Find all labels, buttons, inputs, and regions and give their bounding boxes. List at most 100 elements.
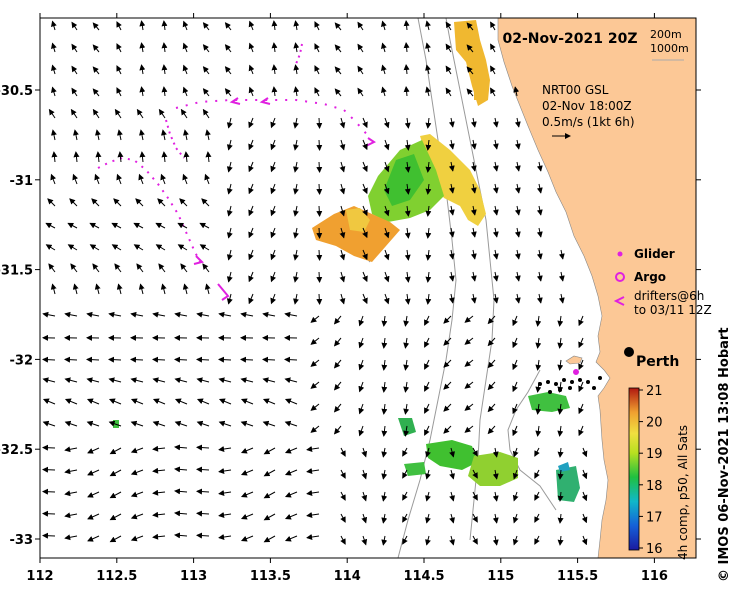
current-arrow: [135, 198, 144, 207]
current-arrow: [226, 293, 233, 305]
current-arrow: [470, 227, 477, 238]
current-arrow: [48, 108, 56, 119]
current-arrow: [425, 86, 431, 97]
current-arrow: [314, 21, 320, 31]
current-arrow: [270, 227, 277, 239]
current-arrow: [310, 337, 320, 345]
current-arrow: [487, 315, 496, 325]
current-arrow: [578, 425, 584, 437]
current-arrow: [42, 398, 56, 405]
current-arrow: [558, 271, 565, 282]
current-arrow: [534, 513, 540, 523]
current-arrow: [513, 86, 520, 97]
current-arrow: [240, 377, 254, 384]
current-arrow: [425, 161, 432, 173]
current-arrow: [514, 271, 521, 282]
current-arrow: [492, 117, 499, 128]
current-arrow: [512, 381, 518, 393]
current-arrow: [535, 359, 542, 371]
current-scale-label: 0.5m/s (1kt 6h): [542, 115, 635, 129]
current-arrow: [262, 311, 276, 318]
current-arrow: [196, 356, 210, 363]
current-arrow: [284, 356, 298, 363]
current-arrow: [514, 293, 521, 304]
contour-1000m-label: 1000m: [650, 42, 689, 55]
current-arrow: [361, 491, 368, 502]
perth-marker: [624, 347, 634, 357]
current-arrow: [42, 377, 56, 384]
current-arrow: [284, 491, 298, 498]
current-arrow: [492, 271, 499, 282]
credit-text: © IMOS 06-Nov-2021 13:08 Hobart: [717, 327, 732, 582]
current-arrow: [512, 491, 519, 502]
current-arrow: [271, 42, 278, 53]
current-arrow: [72, 283, 79, 295]
current-arrow: [86, 398, 100, 405]
current-arrow: [160, 283, 167, 295]
current-arrow: [402, 513, 408, 523]
current-arrow: [403, 425, 410, 437]
argo-symbol: [615, 272, 625, 282]
current-arrow: [424, 359, 430, 370]
current-arrow: [464, 425, 474, 433]
current-arrow: [449, 535, 455, 546]
current-arrow: [196, 466, 210, 473]
current-arrow: [490, 65, 496, 75]
current-arrow: [174, 311, 188, 318]
current-arrow: [448, 183, 455, 194]
current-arrow: [182, 173, 189, 185]
current-arrow: [240, 513, 254, 520]
current-arrow: [534, 469, 540, 479]
current-arrow: [449, 469, 455, 480]
current-arrow: [204, 283, 211, 295]
current-arrow: [114, 108, 122, 119]
current-arrow: [94, 283, 101, 295]
current-arrow: [443, 425, 452, 434]
current-arrow: [293, 249, 299, 261]
current-arrow: [362, 249, 368, 261]
current-arrow: [284, 398, 298, 405]
current-arrow: [64, 490, 78, 497]
colorbar: [628, 387, 640, 551]
current-arrow: [492, 513, 499, 524]
current-arrow: [316, 139, 323, 151]
current-arrow: [87, 447, 100, 454]
colorbar-tick-label: 16: [646, 542, 663, 557]
current-arrow: [339, 227, 346, 239]
latitude-axis: -30.5 -31 -31.5 -32 -32.5 -33: [0, 84, 701, 548]
current-arrow: [86, 377, 100, 384]
current-arrow: [361, 513, 368, 524]
current-arrow: [424, 403, 430, 414]
current-arrow: [448, 205, 455, 216]
current-arrow: [445, 43, 452, 53]
current-arrow: [425, 64, 431, 75]
current-arrow: [578, 359, 584, 371]
current-arrow: [402, 447, 408, 457]
current-arrow: [448, 117, 455, 128]
current-arrow: [218, 446, 232, 452]
current-arrow: [218, 377, 232, 384]
current-arrow: [92, 263, 100, 273]
current-arrow: [306, 490, 320, 496]
current-arrow: [340, 491, 346, 501]
current-arrow: [161, 20, 168, 31]
current-arrow: [136, 263, 144, 273]
current-arrow: [248, 117, 254, 129]
current-arrow: [534, 447, 540, 457]
lon-tick-label: 112: [26, 569, 53, 584]
current-arrow: [95, 129, 101, 141]
current-arrow: [183, 151, 190, 163]
current-arrow: [108, 420, 122, 427]
current-arrow: [224, 88, 232, 97]
current-arrow: [490, 87, 496, 97]
current-arrow: [155, 244, 166, 251]
current-arrow: [111, 222, 122, 229]
current-arrow: [270, 139, 277, 151]
current-arrow: [358, 359, 365, 371]
current-arrow: [174, 420, 188, 427]
current-arrow: [557, 315, 564, 327]
current-arrow: [512, 535, 519, 546]
current-source-label: NRT00 GSL: [542, 83, 609, 97]
current-arrow: [514, 227, 521, 238]
current-arrow: [340, 513, 346, 523]
